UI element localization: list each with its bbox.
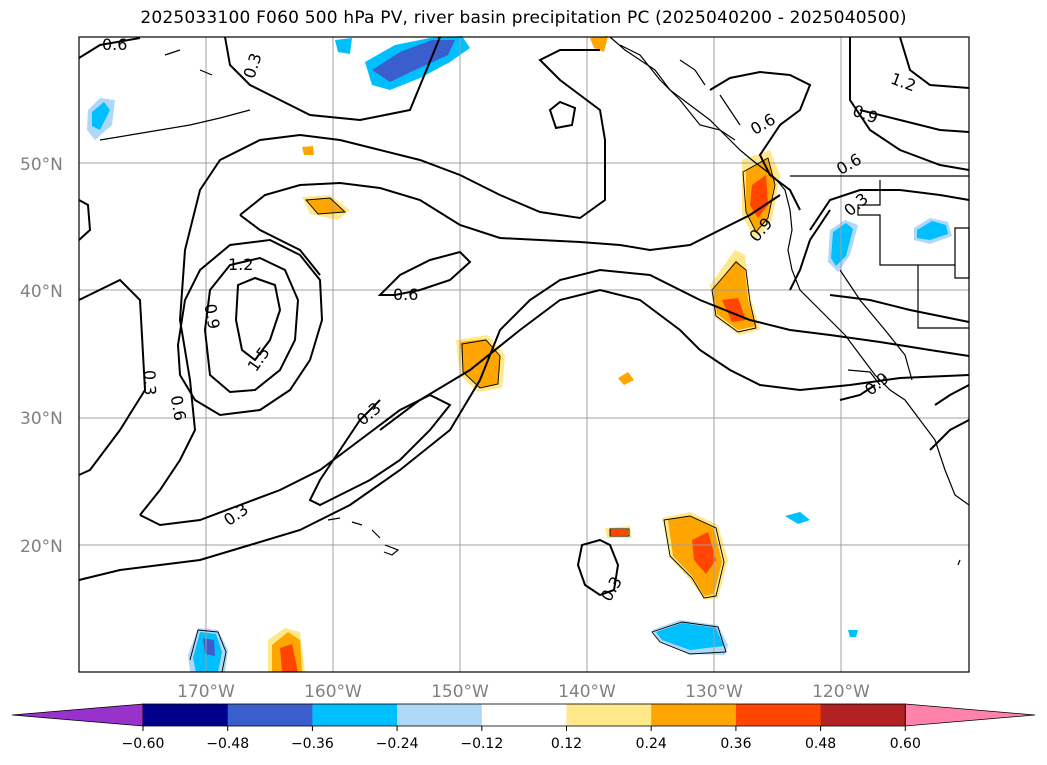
colorbar-tick-label: −0.24 (376, 736, 419, 752)
contour-label: 1.2 (228, 255, 253, 274)
precip-area (306, 198, 345, 214)
contour-label: 0.9 (850, 101, 880, 128)
lon-tick: 140°W (558, 682, 616, 702)
chart-title: 2025033100 F060 500 hPa PV, river basin … (140, 8, 907, 28)
map-frame (78, 36, 970, 673)
precip-area (280, 644, 298, 672)
lat-tick: 50°N (20, 155, 63, 175)
colorbar-tick-label: 0.36 (720, 736, 751, 752)
colorbar-segment (481, 704, 567, 726)
colorbar-extend-low (11, 703, 144, 727)
precip-area (610, 530, 628, 535)
lat-tick: 20°N (20, 537, 63, 557)
contour-label: 0.9 (861, 368, 893, 399)
colorbar-tick-label: −0.36 (291, 736, 334, 752)
colorbar-tick-label: 0.12 (551, 736, 582, 752)
colorbar-tick-label: −0.48 (206, 736, 249, 752)
precip-area (848, 630, 858, 637)
colorbar-segment (820, 704, 906, 726)
contour-label: 0.6 (833, 149, 865, 178)
lon-tick: 160°W (304, 682, 362, 702)
precip-area (335, 38, 352, 54)
precip-area (831, 223, 853, 266)
lon-tick: 170°W (177, 682, 235, 702)
colorbar-tick-label: −0.60 (122, 736, 165, 752)
colorbar-segment (566, 704, 652, 726)
lon-tick: 130°W (685, 682, 743, 702)
contour-label: 1.5 (244, 343, 274, 375)
colorbar-segment (143, 704, 229, 726)
colorbar-tick-label: 0.48 (805, 736, 836, 752)
contour-label: 0.6 (167, 394, 190, 422)
precip-outlines (189, 157, 776, 673)
colorbar-tick-label: 0.24 (636, 736, 667, 752)
colorbar-segment (651, 704, 737, 726)
contour-label: 0.9 (200, 302, 223, 330)
axis-ticks: 50°N 40°N 30°N 20°N 170°W 160°W 150°W 14… (20, 155, 870, 702)
colorbar-segment (397, 704, 483, 726)
gridlines (79, 37, 969, 672)
precip-area (618, 372, 634, 385)
contour-label: 0.3 (240, 51, 266, 81)
lon-tick: 120°W (812, 682, 870, 702)
precip-area (713, 260, 756, 330)
colorbar-tick-label: 0.60 (890, 736, 921, 752)
precip-area (692, 532, 716, 574)
lon-tick: 150°W (431, 682, 489, 702)
colorbar-segment (227, 704, 313, 726)
precip-shading (87, 36, 952, 672)
precip-area (460, 339, 500, 388)
precip-area (917, 221, 948, 240)
contour-label: 0.3 (597, 573, 626, 605)
contour-label: 0.3 (220, 499, 252, 529)
precip-area (750, 175, 768, 218)
colorbar-extend-high (904, 703, 1036, 727)
colorbar: −0.60 −0.48 −0.36 −0.24 −0.12 0.12 0.24 0.36 0.4… (11, 703, 1036, 752)
precip-area (92, 102, 110, 130)
pv-contours (78, 36, 970, 597)
contour-label: 0.6 (102, 35, 127, 54)
precip-area (302, 146, 314, 155)
colorbar-tick-label: −0.12 (460, 736, 503, 752)
colorbar-frame (142, 703, 906, 727)
colorbar-segment (312, 704, 398, 726)
lat-tick: 30°N (20, 409, 63, 429)
contour-label: 0.3 (140, 370, 160, 396)
coastlines (99, 36, 970, 566)
lat-tick: 40°N (20, 282, 63, 302)
precip-area (590, 36, 608, 52)
contour-label: 0.6 (393, 285, 418, 304)
precip-area (785, 512, 810, 524)
precip-area (656, 623, 724, 650)
colorbar-segment (735, 704, 822, 726)
